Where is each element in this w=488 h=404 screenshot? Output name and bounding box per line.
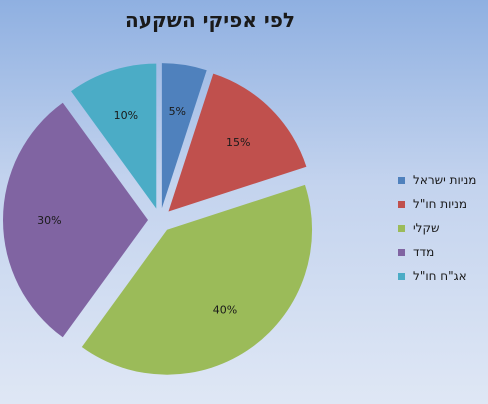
data-label: 40% <box>213 303 237 316</box>
legend: מניות ישראל מניות חו"ל שקלי מדד אג"ח חו"ל <box>398 168 484 288</box>
legend-swatch <box>398 176 405 184</box>
legend-label: מניות ישראל <box>413 173 477 187</box>
legend-swatch <box>398 248 405 256</box>
chart-title: לפי אפיקי השקעה <box>125 8 295 32</box>
pie-slice <box>2 102 148 338</box>
legend-swatch <box>398 224 405 232</box>
legend-item: מדד <box>398 240 484 264</box>
pie-slice <box>71 63 157 209</box>
data-label: 15% <box>226 136 250 149</box>
legend-item: מניות חו"ל <box>398 192 484 216</box>
legend-item: מניות ישראל <box>398 168 484 192</box>
data-label: 5% <box>169 105 186 118</box>
legend-item: אג"ח חו"ל <box>398 264 484 288</box>
legend-label: מניות חו"ל <box>413 197 468 211</box>
legend-label: שקלי <box>413 221 440 235</box>
legend-swatch <box>398 272 405 280</box>
pie-slice <box>168 73 307 212</box>
legend-swatch <box>398 200 405 208</box>
pie-slice <box>81 184 313 375</box>
legend-item: שקלי <box>398 216 484 240</box>
legend-label: מדד <box>413 245 435 259</box>
pie-slice <box>161 63 207 209</box>
legend-label: אג"ח חו"ל <box>413 269 467 283</box>
data-label: 10% <box>114 109 138 122</box>
data-label: 30% <box>37 214 61 227</box>
